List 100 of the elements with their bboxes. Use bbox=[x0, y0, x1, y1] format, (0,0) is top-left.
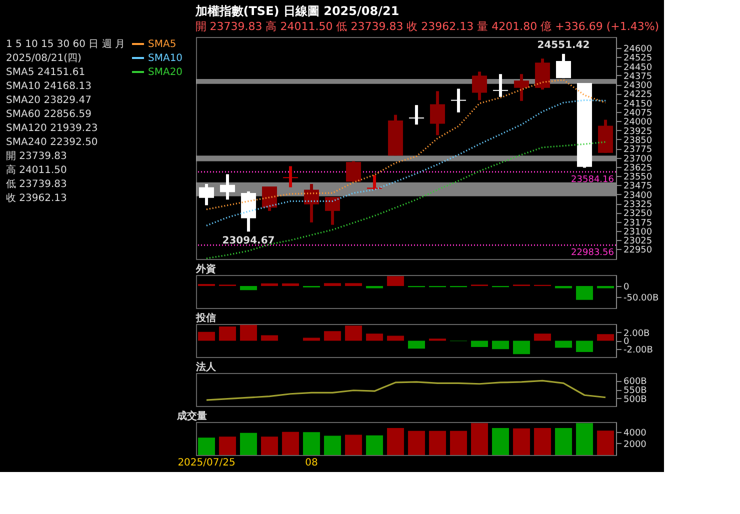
y-tick-label: 23025 bbox=[624, 236, 652, 247]
bar bbox=[198, 438, 215, 455]
chart-title: 外資 bbox=[195, 263, 216, 275]
bar bbox=[345, 326, 362, 341]
chart-title: 法人 bbox=[195, 361, 217, 373]
ref-line-label: 23584.16 bbox=[571, 174, 614, 185]
y-tick-label: 24375 bbox=[624, 72, 652, 82]
bar bbox=[282, 432, 299, 455]
bar bbox=[555, 340, 572, 348]
bar bbox=[576, 423, 593, 455]
bar bbox=[324, 436, 341, 455]
annotation: 24551.42 bbox=[537, 40, 590, 51]
y-tick-label: 24075 bbox=[624, 108, 652, 119]
y-tick-label: 24150 bbox=[624, 99, 652, 110]
y-tick-label: 600B bbox=[624, 377, 647, 388]
y-tick-label: -2.00B bbox=[624, 346, 653, 356]
text: 高 24011.50 bbox=[6, 164, 67, 176]
bar bbox=[597, 430, 614, 455]
candlestick bbox=[346, 161, 361, 182]
candlestick bbox=[367, 175, 382, 190]
bar bbox=[387, 428, 404, 455]
bar bbox=[471, 423, 488, 455]
y-tick-label: 24450 bbox=[624, 62, 652, 73]
bar bbox=[219, 436, 236, 455]
y-tick-label: 0 bbox=[624, 337, 630, 348]
candlestick bbox=[283, 166, 298, 188]
candlestick bbox=[262, 186, 277, 211]
y-tick-label: -50.00B bbox=[624, 294, 659, 304]
y-tick-label: 0 bbox=[624, 282, 630, 292]
bar bbox=[366, 435, 383, 455]
y-tick-label: 23325 bbox=[624, 200, 652, 210]
y-tick-label: 550B bbox=[624, 386, 647, 396]
y-tick-label: 22950 bbox=[624, 246, 652, 256]
bar bbox=[303, 432, 320, 455]
y-tick-label: 23475 bbox=[624, 182, 652, 192]
y-tick-label: 23250 bbox=[624, 209, 652, 220]
candlestick bbox=[451, 88, 466, 112]
y-tick-label: 2.00B bbox=[624, 328, 650, 339]
legend-label: SMA5 bbox=[148, 39, 176, 50]
text: SMA5 24151.61 bbox=[6, 67, 86, 78]
bar bbox=[408, 340, 425, 349]
bar bbox=[261, 283, 278, 286]
text: 收 23962.13 bbox=[6, 193, 67, 204]
bar bbox=[240, 324, 257, 341]
bar bbox=[345, 434, 362, 455]
text: SMA240 22392.50 bbox=[6, 137, 98, 148]
text: 開 23739.83 bbox=[6, 151, 67, 162]
legend-label: SMA10 bbox=[148, 53, 183, 64]
candlestick bbox=[430, 91, 445, 136]
y-tick-label: 24225 bbox=[624, 90, 652, 100]
text: SMA10 24168.13 bbox=[6, 81, 92, 92]
y-tick-label: 2000 bbox=[624, 440, 647, 450]
y-tick-label: 23400 bbox=[624, 190, 652, 201]
y-tick-label: 23550 bbox=[624, 172, 652, 183]
bar bbox=[324, 331, 341, 341]
bar bbox=[324, 283, 341, 286]
bar bbox=[576, 340, 593, 352]
chart-title: 成交量 bbox=[176, 410, 208, 422]
legend-label: SMA20 bbox=[148, 67, 183, 78]
bar bbox=[219, 326, 236, 341]
bar bbox=[408, 430, 425, 455]
line-series bbox=[206, 380, 606, 401]
bar bbox=[471, 340, 488, 347]
bar bbox=[282, 283, 299, 286]
bar bbox=[450, 430, 467, 455]
text: 1 5 10 15 30 60 日 週 月 bbox=[6, 39, 126, 50]
y-tick-label: 23925 bbox=[624, 126, 652, 137]
x-tick-label: 2025/07/25 bbox=[178, 458, 236, 468]
candlestick bbox=[493, 74, 508, 97]
candlestick bbox=[220, 174, 235, 200]
bar bbox=[345, 283, 362, 286]
text: SMA120 21939.23 bbox=[6, 123, 98, 134]
bar bbox=[429, 430, 446, 455]
y-tick-label: 23625 bbox=[624, 163, 652, 174]
x-tick-label: 08 bbox=[305, 458, 318, 468]
y-tick-label: 23850 bbox=[624, 136, 652, 146]
bar bbox=[261, 335, 278, 341]
chart-title: 加權指數(TSE) 日線圖 2025/08/21 bbox=[194, 4, 400, 18]
y-tick-label: 23775 bbox=[624, 145, 652, 156]
bar bbox=[597, 334, 614, 341]
bar bbox=[261, 436, 278, 455]
chart-title: 投信 bbox=[195, 312, 216, 324]
y-tick-label: 23100 bbox=[624, 227, 652, 238]
text: 2025/08/21(四) bbox=[6, 53, 82, 64]
candlestick bbox=[409, 105, 424, 125]
text: SMA20 23829.47 bbox=[6, 95, 92, 106]
text: 低 23739.83 bbox=[6, 179, 67, 190]
chart-subtitle: 開 23739.83 高 24011.50 低 23739.83 收 23962.13 量 4201.80 億 +336.69 (+1.43%) bbox=[195, 20, 660, 33]
y-tick-label: 23700 bbox=[624, 154, 652, 164]
bar bbox=[513, 340, 530, 354]
y-tick-label: 500B bbox=[624, 394, 647, 405]
candlestick bbox=[514, 74, 529, 101]
bar bbox=[492, 340, 509, 350]
candlestick bbox=[472, 72, 487, 100]
candlestick bbox=[556, 54, 571, 78]
bar bbox=[555, 428, 572, 455]
bar bbox=[387, 336, 404, 341]
y-tick-label: 24600 bbox=[624, 44, 652, 54]
candlestick bbox=[199, 184, 214, 206]
bar bbox=[387, 276, 404, 286]
